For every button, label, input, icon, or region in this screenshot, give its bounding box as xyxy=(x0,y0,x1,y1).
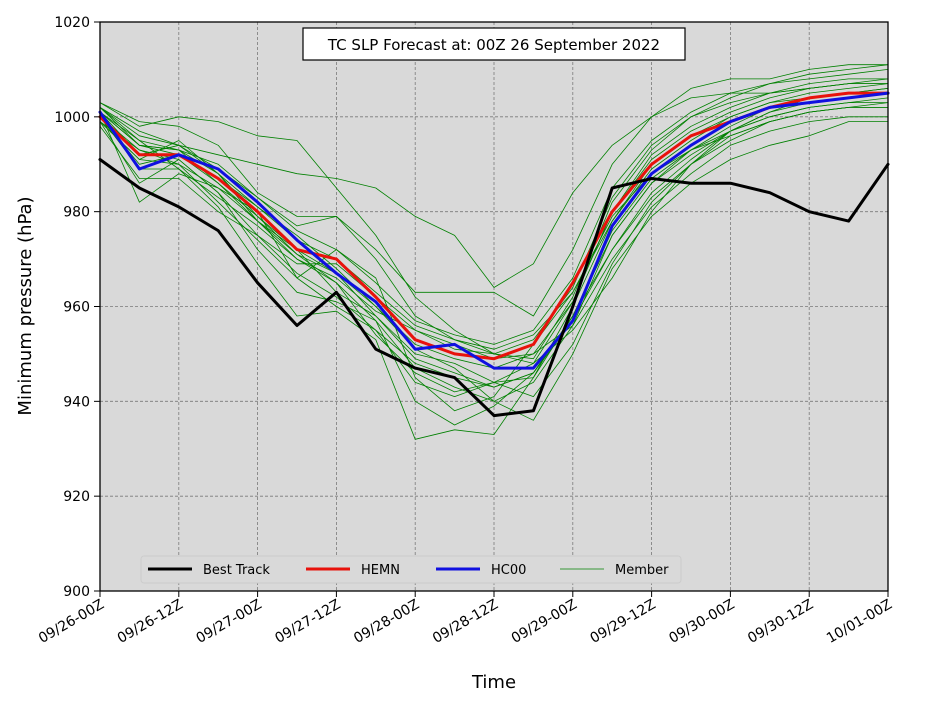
member-line-9 xyxy=(99,107,889,440)
member-line-20 xyxy=(99,92,889,388)
y-tick-label: 980 xyxy=(63,205,90,221)
y-axis-label: Minimum pressure (hPa) xyxy=(15,196,36,415)
hc00-line xyxy=(98,91,890,370)
x-tick-label: 09/29-12Z xyxy=(588,597,659,647)
y-tick-label: 1020 xyxy=(54,15,90,31)
y-axis-ticks: 900 920 940 960 980 1000 1020 xyxy=(54,15,100,600)
x-tick-label: 09/30-00Z xyxy=(666,597,737,647)
member-line-18 xyxy=(99,116,889,421)
x-tick-label: 09/30-12Z xyxy=(745,597,816,647)
x-tick-label: 09/26-00Z xyxy=(36,597,107,647)
x-tick-label: 09/28-12Z xyxy=(430,597,501,647)
y-tick-label: 960 xyxy=(63,300,90,316)
y-tick-label: 940 xyxy=(63,394,90,410)
x-axis-label: Time xyxy=(471,672,516,693)
y-tick-label: 1000 xyxy=(54,110,90,126)
chart-title: TC SLP Forecast at: 00Z 26 September 202… xyxy=(327,36,660,54)
x-tick-label: 09/29-00Z xyxy=(509,597,580,647)
legend-box xyxy=(140,555,682,584)
x-tick-label: 10/01-00Z xyxy=(824,597,895,647)
best-track-line xyxy=(98,158,890,418)
chart-title-box: TC SLP Forecast at: 00Z 26 September 202… xyxy=(302,27,686,61)
legend-label: Best Track xyxy=(203,563,270,578)
x-axis-ticks: 09/26-00Z 09/26-12Z 09/27-00Z 09/27-12Z 09/2… xyxy=(36,591,895,647)
y-tick-label: 900 xyxy=(63,584,90,600)
legend-label: HEMN xyxy=(361,563,400,578)
y-tick-label: 920 xyxy=(63,489,90,505)
member-line-13 xyxy=(99,83,889,317)
series-lines xyxy=(98,64,890,440)
member-line-6 xyxy=(99,64,889,288)
legend-label: Member xyxy=(615,563,669,578)
x-tick-label: 09/26-12Z xyxy=(115,597,186,647)
x-tick-label: 09/28-00Z xyxy=(351,597,422,647)
x-tick-label: 09/27-00Z xyxy=(194,597,265,647)
x-tick-label: 09/27-12Z xyxy=(272,597,343,647)
legend-label: HC00 xyxy=(491,563,526,578)
legend: Best Track HEMN HC00 Member xyxy=(140,555,682,584)
